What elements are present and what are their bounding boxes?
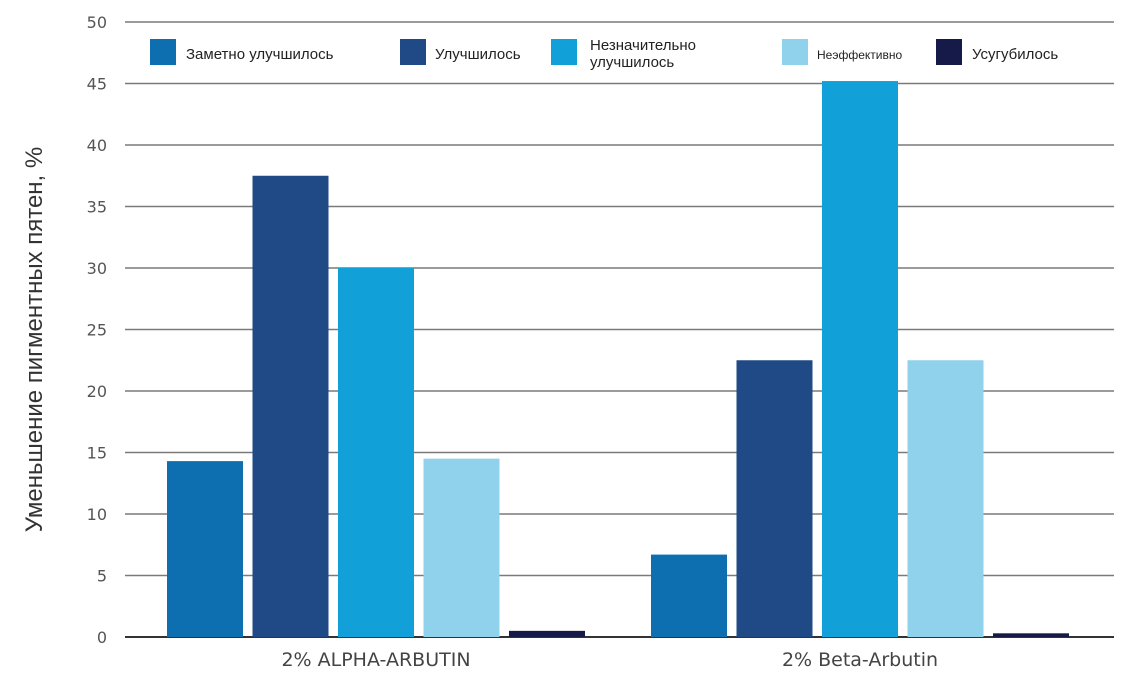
y-tick-label-25: 25 [87,321,107,340]
legend: Заметно улучшилось Улучшилось Незначительн… [132,28,1100,74]
bar-1-5 [509,630,585,637]
bar-2-2 [736,360,813,637]
legend-swatch-3 [551,39,577,65]
legend-swatch-4 [782,39,808,65]
legend-label-5: Усугубилось [972,46,1058,63]
bar-2-5 [993,633,1069,637]
bar-1-4 [423,458,500,637]
y-tick-label-50: 50 [87,13,107,32]
legend-swatch-1 [150,39,176,65]
legend-label-2: Улучшилось [435,46,521,63]
bar-1-2 [252,175,329,637]
legend-label-3: Незначительно улучшилось [590,37,696,71]
y-tick-label-30: 30 [87,259,107,278]
legend-label-1: Заметно улучшилось [186,46,334,63]
y-tick-label-15: 15 [87,444,107,463]
bar-2-3 [822,81,898,638]
y-tick-label-40: 40 [87,136,107,155]
bars [167,81,1069,638]
y-tick-label-10: 10 [87,505,107,524]
bar-1-1 [167,461,243,637]
legend-swatch-2 [400,39,426,65]
y-axis-ticks: 0 5 10 15 20 25 30 35 40 45 50 [87,13,107,647]
legend-label-4: Неэффективно [817,48,902,62]
x-category-label-2: 2% Beta-Arbutin [782,649,938,671]
y-tick-label-35: 35 [87,198,107,217]
x-category-label-1: 2% ALPHA-ARBUTIN [281,649,470,671]
y-axis-label: Уменьшение пигментных пятен, % [21,147,48,532]
y-tick-label-5: 5 [97,567,107,586]
y-tick-label-20: 20 [87,382,107,401]
bar-2-4 [907,360,984,637]
legend-swatch-5 [936,39,962,65]
bar-1-3 [338,268,414,637]
bar-2-1 [651,554,727,637]
y-tick-label-0: 0 [97,628,107,647]
y-tick-label-45: 45 [87,75,107,94]
x-axis-categories: 2% ALPHA-ARBUTIN 2% Beta-Arbutin [281,649,938,671]
